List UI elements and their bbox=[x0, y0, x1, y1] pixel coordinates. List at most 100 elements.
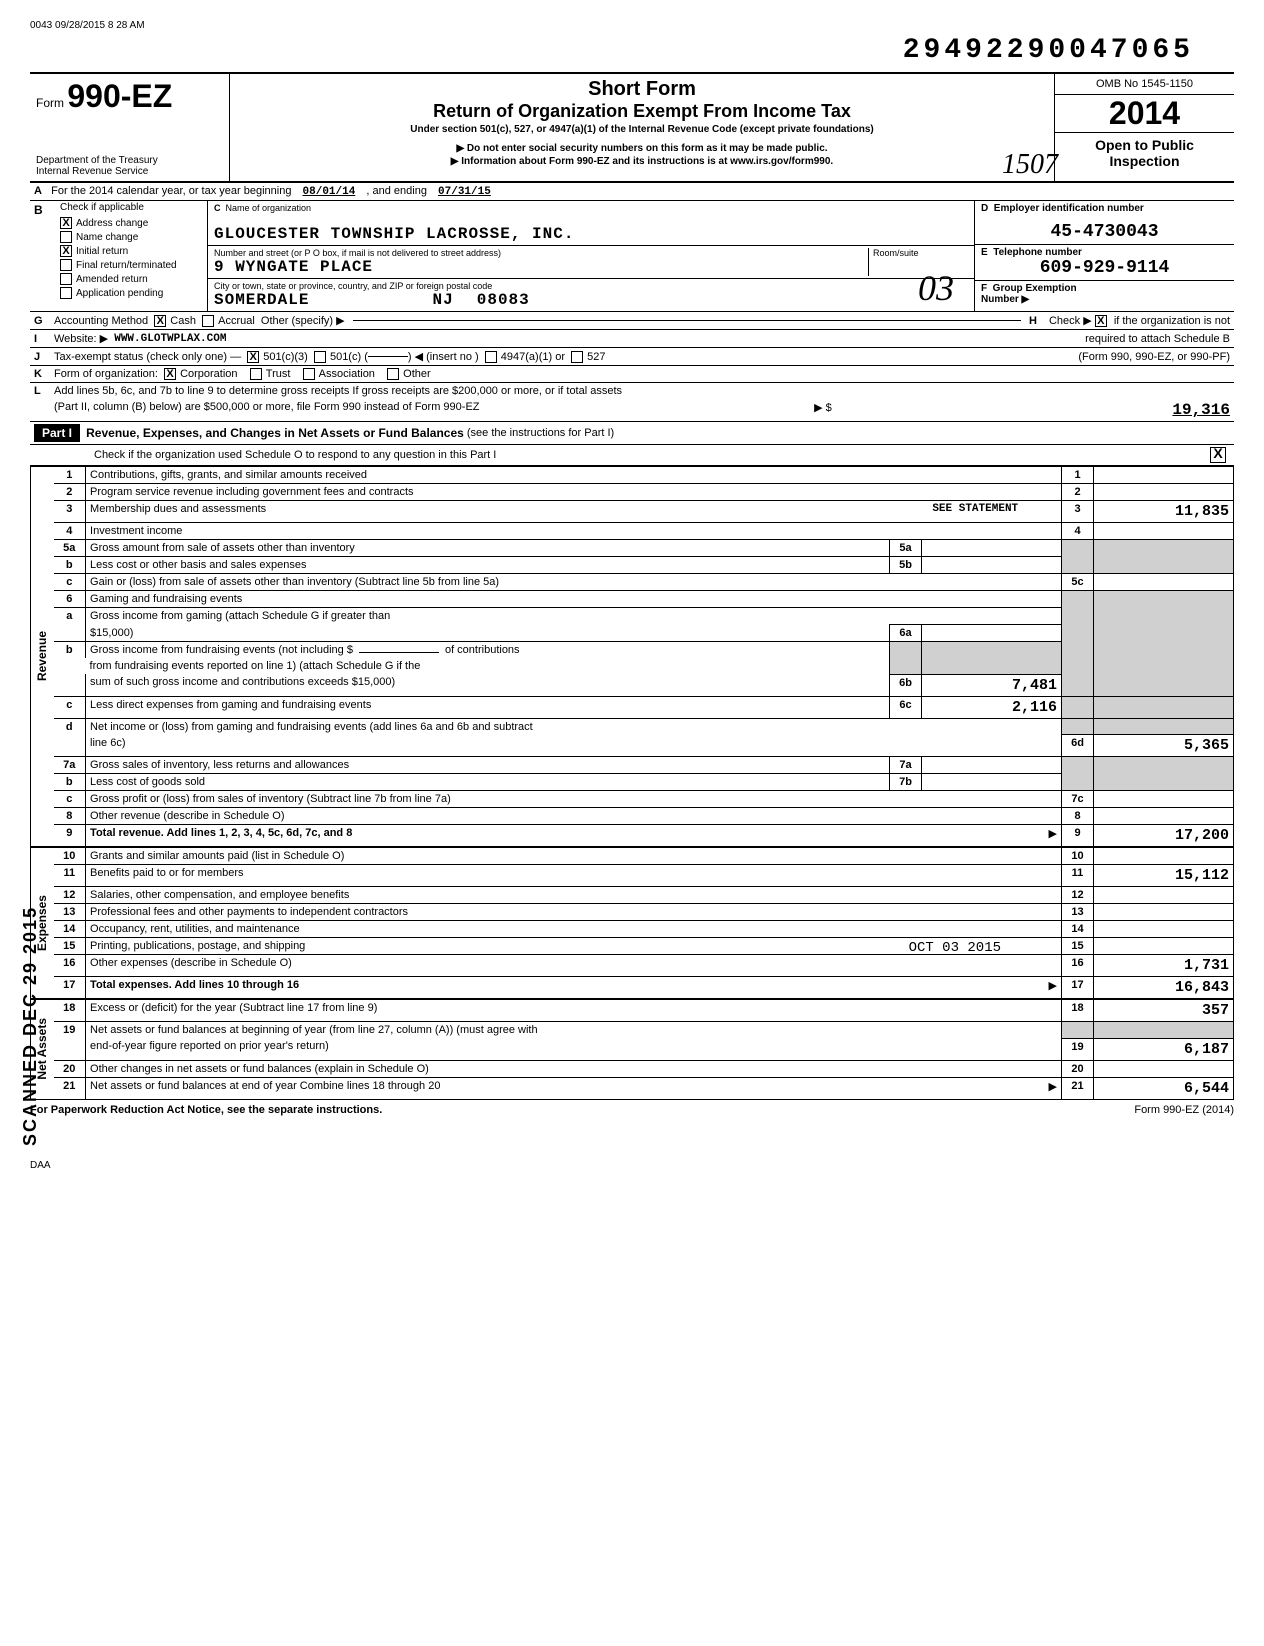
chk-accrual[interactable] bbox=[202, 315, 214, 327]
chk-final-return[interactable] bbox=[60, 259, 72, 271]
line-7a-desc: Gross sales of inventory, less returns a… bbox=[86, 757, 890, 774]
line-6d-desc2: line 6c) bbox=[86, 735, 1062, 757]
line-a: A For the 2014 calendar year, or tax yea… bbox=[30, 183, 1234, 201]
timestamp-header: 0043 09/28/2015 8 28 AM bbox=[30, 20, 1234, 31]
form-note-1: ▶ Do not enter social security numbers o… bbox=[238, 143, 1046, 154]
city-label: City or town, state or province, country… bbox=[214, 281, 968, 291]
omb-number: OMB No 1545-1150 bbox=[1055, 74, 1234, 95]
form-title-2: Return of Organization Exempt From Incom… bbox=[238, 101, 1046, 122]
letter-d: D bbox=[981, 203, 988, 214]
website-label: Website: ▶ bbox=[54, 332, 108, 345]
line-a-mid: , and ending bbox=[366, 185, 427, 197]
line-l-value: 19,316 bbox=[1172, 401, 1230, 419]
form-header: Form 990-EZ Department of the Treasury I… bbox=[30, 72, 1234, 183]
lbl-initial-return: Initial return bbox=[76, 246, 128, 257]
lbl-name-change: Name change bbox=[76, 232, 138, 243]
form-number: 990-EZ bbox=[67, 78, 172, 114]
revenue-section: Revenue 1Contributions, gifts, grants, a… bbox=[30, 466, 1234, 847]
chk-corporation[interactable]: X bbox=[164, 368, 176, 380]
line-7b-desc: Less cost of goods sold bbox=[86, 774, 890, 791]
tax-year-end: 07/31/15 bbox=[438, 186, 491, 198]
chk-schedule-b[interactable]: X bbox=[1095, 315, 1107, 327]
line-19-desc2: end-of-year figure reported on prior yea… bbox=[86, 1038, 1062, 1060]
letter-f: F bbox=[981, 283, 987, 294]
letter-c: C bbox=[214, 203, 221, 213]
lbl-527: 527 bbox=[587, 351, 605, 363]
hand-annotation-03: 03 bbox=[918, 267, 954, 309]
lbl-other-org: Other bbox=[403, 368, 431, 380]
daa-mark: DAA bbox=[30, 1160, 1234, 1171]
h-text3: (Form 990, 990-EZ, or 990-PF) bbox=[1078, 351, 1230, 363]
line-3-desc: Membership dues and assessments bbox=[86, 501, 890, 523]
revenue-side-label: Revenue bbox=[35, 631, 49, 681]
line-9-desc: Total revenue. Add lines 1, 2, 3, 4, 5c,… bbox=[90, 827, 352, 839]
oct-stamp: OCT 03 2015 bbox=[909, 940, 1001, 956]
org-address: 9 WYNGATE PLACE bbox=[214, 258, 868, 276]
lbl-501c: 501(c) ( bbox=[330, 351, 368, 363]
chk-application-pending[interactable] bbox=[60, 287, 72, 299]
letter-b: B bbox=[30, 201, 58, 219]
line-6b-desc3: sum of such gross income and contributio… bbox=[86, 674, 890, 696]
tax-year-begin: 08/01/14 bbox=[303, 186, 356, 198]
line-3-extra: SEE STATEMENT bbox=[890, 501, 1062, 523]
net-assets-section: Net Assets 18Excess or (deficit) for the… bbox=[30, 999, 1234, 1100]
chk-other-org[interactable] bbox=[387, 368, 399, 380]
lbl-cash: Cash bbox=[170, 315, 196, 327]
part1-check-row: Check if the organization used Schedule … bbox=[30, 445, 1234, 466]
chk-amended-return[interactable] bbox=[60, 273, 72, 285]
chk-schedule-o[interactable]: X bbox=[1210, 447, 1226, 463]
h-text1: if the organization is not bbox=[1114, 315, 1230, 327]
chk-name-change[interactable] bbox=[60, 231, 72, 243]
line-6b-amt: 7,481 bbox=[922, 674, 1062, 696]
part1-title-paren: (see the instructions for Part I) bbox=[467, 427, 614, 439]
line-12-desc: Salaries, other compensation, and employ… bbox=[86, 887, 1062, 904]
chk-501c[interactable] bbox=[314, 351, 326, 363]
h-check-label: Check ▶ bbox=[1049, 314, 1092, 327]
tax-exempt-label: Tax-exempt status (check only one) — bbox=[54, 351, 241, 363]
lbl-trust: Trust bbox=[266, 368, 291, 380]
line-2-desc: Program service revenue including govern… bbox=[86, 484, 1062, 501]
line-6d-amt: 5,365 bbox=[1094, 735, 1234, 757]
chk-trust[interactable] bbox=[250, 368, 262, 380]
hand-annotation-1507: 1507 bbox=[1002, 149, 1058, 181]
form-prefix: Form bbox=[36, 96, 64, 110]
inspection-label: Inspection bbox=[1059, 153, 1230, 169]
line-l-text2: (Part II, column (B) below) are $500,000… bbox=[54, 401, 480, 419]
line-17-desc: Total expenses. Add lines 10 through 16 bbox=[90, 979, 299, 991]
line-j: J Tax-exempt status (check only one) — X… bbox=[30, 348, 1234, 366]
part1-header: Part I Revenue, Expenses, and Changes in… bbox=[30, 422, 1234, 445]
line-5b-desc: Less cost or other basis and sales expen… bbox=[86, 557, 890, 574]
chk-association[interactable] bbox=[303, 368, 315, 380]
chk-4947[interactable] bbox=[485, 351, 497, 363]
line-18-amt: 357 bbox=[1094, 1000, 1234, 1022]
line-17-amt: 16,843 bbox=[1094, 977, 1234, 999]
line-6b-desc2: from fundraising events reported on line… bbox=[86, 658, 890, 674]
part1-title: Revenue, Expenses, and Changes in Net As… bbox=[86, 426, 464, 440]
form-subtitle: Under section 501(c), 527, or 4947(a)(1)… bbox=[238, 124, 1046, 135]
line-6a-desc: Gross income from gaming (attach Schedul… bbox=[86, 608, 1062, 625]
expenses-table: 10Grants and similar amounts paid (list … bbox=[54, 847, 1234, 999]
letter-e: E bbox=[981, 247, 988, 258]
line-21-desc: Net assets or fund balances at end of ye… bbox=[90, 1080, 440, 1092]
letter-g: G bbox=[34, 315, 54, 327]
expenses-section: Expenses 10Grants and similar amounts pa… bbox=[30, 847, 1234, 999]
form-org-label: Form of organization: bbox=[54, 368, 158, 380]
chk-501c3[interactable]: X bbox=[247, 351, 259, 363]
line-8-desc: Other revenue (describe in Schedule O) bbox=[86, 808, 1062, 825]
letter-k: K bbox=[34, 368, 54, 380]
line-6b-desc-extra: of contributions bbox=[445, 644, 520, 656]
group-exempt-number: Number ▶ bbox=[981, 294, 1228, 305]
footer: For Paperwork Reduction Act Notice, see … bbox=[30, 1100, 1234, 1120]
phone-value: 609-929-9114 bbox=[981, 258, 1228, 278]
line-5a-desc: Gross amount from sale of assets other t… bbox=[86, 540, 890, 557]
lbl-address-change: Address change bbox=[76, 218, 148, 229]
line-6c-amt: 2,116 bbox=[922, 696, 1062, 718]
chk-initial-return[interactable]: X bbox=[60, 245, 72, 257]
chk-527[interactable] bbox=[571, 351, 583, 363]
net-assets-side-label: Net Assets bbox=[35, 1018, 49, 1080]
line-a-text: For the 2014 calendar year, or tax year … bbox=[51, 185, 291, 197]
org-name-label: Name of organization bbox=[226, 203, 312, 213]
line-10-desc: Grants and similar amounts paid (list in… bbox=[86, 848, 1062, 865]
chk-cash[interactable]: X bbox=[154, 315, 166, 327]
chk-address-change[interactable]: X bbox=[60, 217, 72, 229]
